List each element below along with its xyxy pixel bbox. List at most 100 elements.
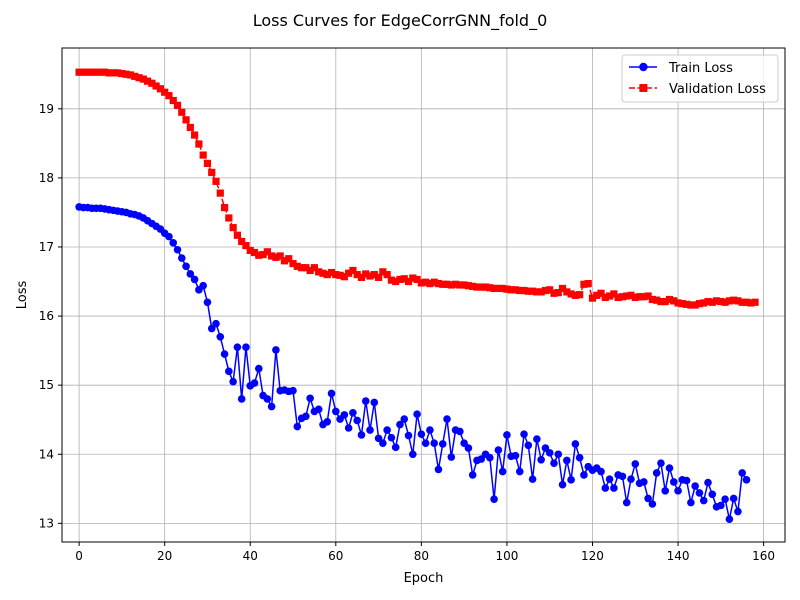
- data-point: [212, 177, 220, 185]
- data-point: [640, 478, 648, 486]
- data-point: [79, 68, 87, 76]
- data-point: [652, 469, 661, 477]
- data-point: [499, 284, 507, 293]
- data-point: [477, 283, 485, 291]
- data-point: [327, 268, 336, 277]
- data-point: [494, 446, 503, 454]
- data-point: [212, 319, 220, 328]
- data-point: [734, 297, 742, 305]
- data-point: [366, 272, 374, 280]
- x-tick-label: 100: [495, 549, 518, 563]
- data-point: [597, 289, 605, 297]
- data-point: [738, 469, 747, 477]
- legend-label: Train Loss: [668, 61, 733, 76]
- y-tick-label: 19: [39, 102, 54, 116]
- data-point: [644, 292, 652, 300]
- data-point: [725, 515, 734, 523]
- data-point: [695, 489, 704, 497]
- data-point: [618, 472, 627, 481]
- data-point: [469, 282, 477, 290]
- data-point: [306, 394, 314, 403]
- data-point: [498, 467, 507, 476]
- data-point: [468, 471, 477, 479]
- data-point: [524, 441, 533, 450]
- data-point: [216, 189, 224, 197]
- data-point: [131, 72, 139, 80]
- data-point: [225, 367, 233, 376]
- y-tick-label: 15: [39, 378, 54, 392]
- data-point: [464, 282, 473, 290]
- data-point: [263, 248, 271, 256]
- data-point: [730, 296, 738, 304]
- data-point: [601, 484, 610, 492]
- data-point: [456, 281, 464, 289]
- data-point: [537, 455, 545, 464]
- data-point: [657, 459, 665, 468]
- data-point: [143, 77, 152, 85]
- data-point: [302, 264, 310, 272]
- data-point: [332, 271, 340, 279]
- data-point: [379, 439, 387, 448]
- data-point: [438, 440, 447, 448]
- data-point: [203, 298, 212, 307]
- data-point: [610, 290, 618, 298]
- data-point: [319, 269, 327, 277]
- data-point: [139, 75, 147, 83]
- data-point: [242, 242, 250, 250]
- data-point: [631, 293, 639, 302]
- data-point: [413, 410, 421, 418]
- legend-box: [621, 54, 779, 103]
- y-tick-label: 17: [39, 240, 54, 254]
- data-point: [345, 269, 353, 277]
- data-point: [687, 498, 695, 507]
- data-point: [533, 435, 541, 443]
- data-point: [742, 476, 751, 484]
- data-point: [362, 270, 370, 278]
- data-point: [520, 286, 528, 295]
- data-point: [511, 286, 520, 294]
- data-point: [486, 453, 494, 462]
- data-point: [503, 431, 511, 439]
- data-point: [721, 298, 729, 306]
- data-point: [610, 484, 618, 492]
- data-point: [443, 415, 451, 423]
- data-point: [460, 281, 468, 289]
- data-point: [88, 68, 96, 76]
- data-point: [289, 386, 297, 395]
- data-point: [695, 300, 704, 308]
- data-point: [75, 68, 83, 76]
- data-point: [426, 280, 434, 288]
- data-point: [84, 68, 92, 76]
- data-point: [627, 291, 635, 299]
- legend-marker: [639, 62, 648, 72]
- data-point: [105, 69, 113, 77]
- data-point: [280, 257, 289, 265]
- data-point: [208, 168, 216, 176]
- series-train-loss: [75, 203, 751, 523]
- data-point: [704, 478, 712, 487]
- data-point: [152, 82, 160, 90]
- data-point: [742, 298, 751, 306]
- data-point: [254, 364, 263, 373]
- data-point: [409, 450, 417, 459]
- data-point: [515, 467, 524, 476]
- data-point: [361, 397, 370, 405]
- legend: Train Loss Validation Loss: [621, 54, 779, 103]
- data-point: [734, 507, 742, 516]
- data-point: [276, 252, 284, 260]
- data-point: [447, 281, 455, 289]
- data-point: [422, 278, 430, 286]
- data-point: [434, 465, 443, 474]
- data-point: [674, 299, 682, 307]
- data-point: [173, 101, 182, 109]
- x-axis-label: Epoch: [404, 571, 444, 586]
- data-point: [554, 288, 562, 297]
- data-point: [310, 264, 319, 272]
- data-point: [618, 293, 627, 301]
- data-point: [340, 411, 349, 419]
- grid-lines: [62, 48, 785, 542]
- data-point: [725, 297, 733, 305]
- data-point: [237, 395, 246, 403]
- data-point: [323, 271, 331, 279]
